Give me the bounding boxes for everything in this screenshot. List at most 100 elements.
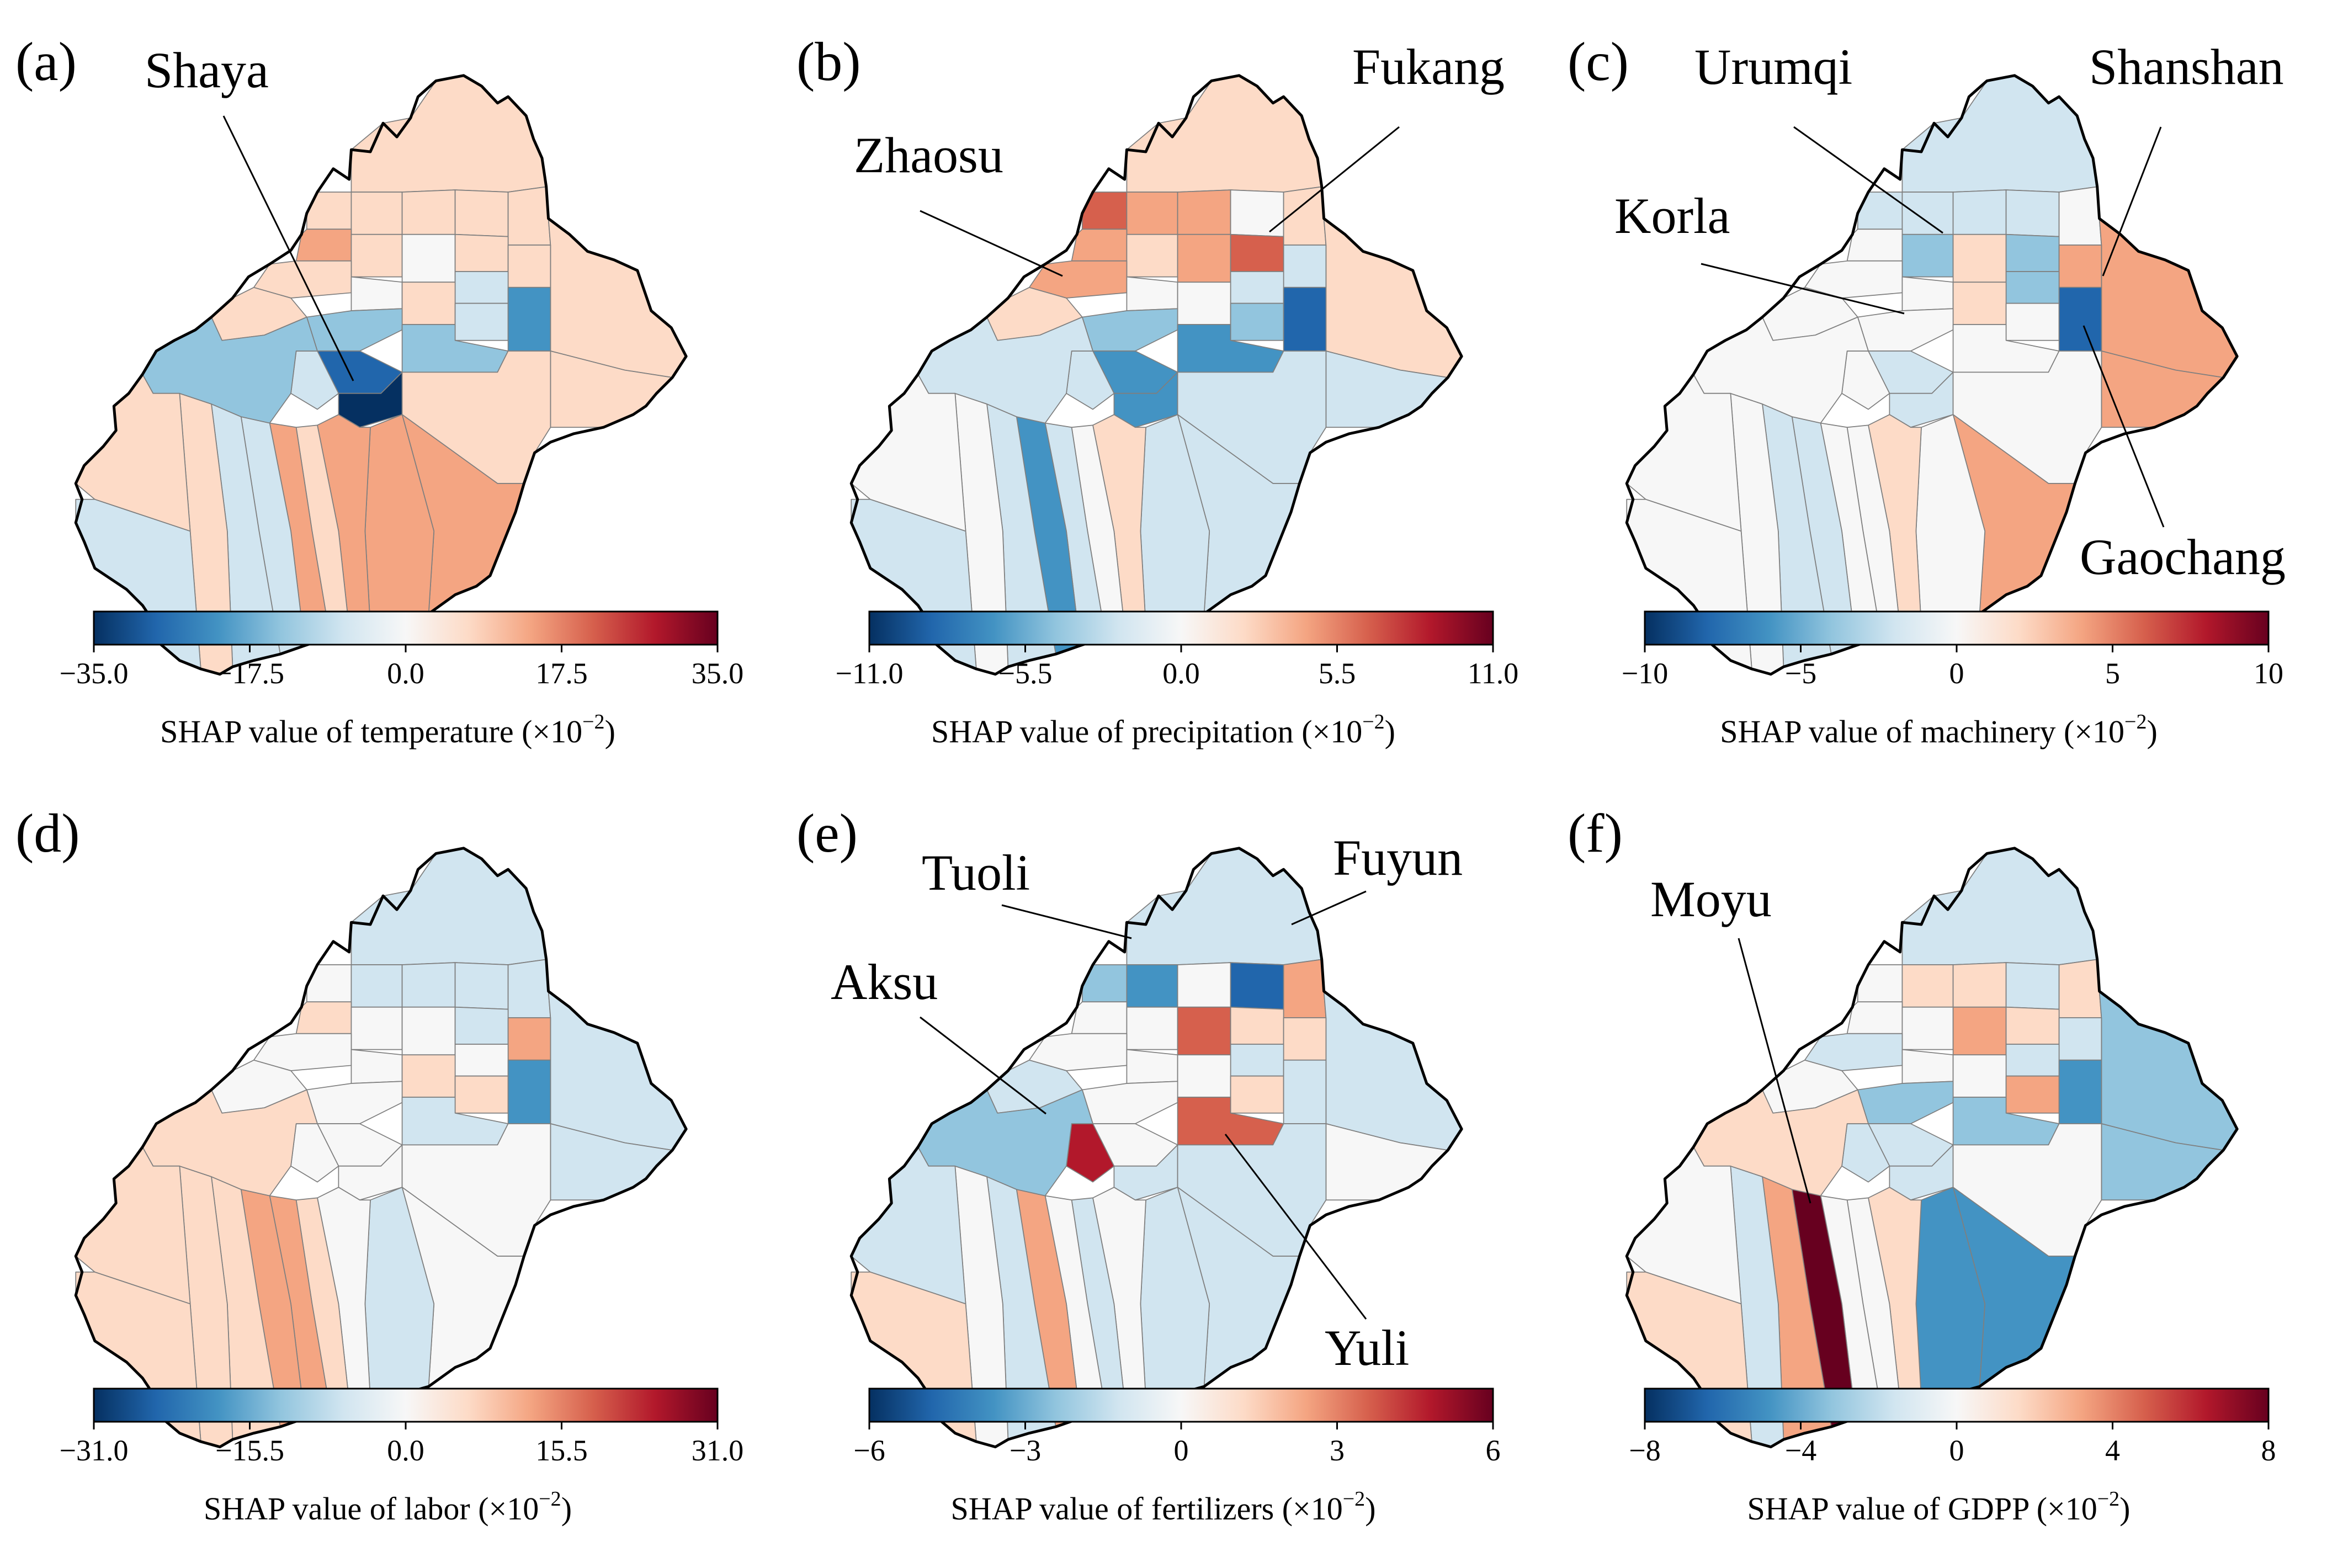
colorbar-tick-label: −4: [1785, 1434, 1816, 1467]
county-region: [350, 192, 403, 235]
colorbar: [1644, 610, 2270, 646]
county-region: [1126, 233, 1178, 278]
panel-label: (e): [796, 802, 858, 864]
county-region: [1126, 192, 1178, 235]
county-region: [1901, 192, 1954, 235]
colorbar-tick-label: −5: [1785, 657, 1816, 690]
county-region: [1901, 847, 2098, 965]
county-region: [1901, 233, 1954, 278]
leader-line: [2102, 126, 2162, 277]
colorbar-title: SHAP value of GDPP (×10−2): [1747, 1487, 2131, 1527]
county-region: [401, 1006, 456, 1056]
leader-line: [1291, 890, 1367, 926]
map-svg: −6 −3 0 3 6 Tuoli Fuyun Aksu Yuli: [831, 830, 1501, 1467]
county-region: [2005, 271, 2060, 304]
county-region: [350, 1006, 403, 1050]
county-region: [1177, 189, 1231, 235]
county-region: [1323, 218, 1463, 378]
colorbar-title: SHAP value of fertilizers (×10−2): [950, 1487, 1376, 1527]
county-region: [1901, 276, 1954, 311]
county-region: [1846, 1001, 1903, 1034]
place-name-label: Urumqi: [1694, 39, 1852, 95]
colorbar-tick-label: 0.0: [387, 1434, 424, 1467]
colorbar: [93, 610, 719, 646]
county-region: [1952, 1006, 2007, 1056]
county-region: [1126, 276, 1178, 311]
county-region: [507, 1059, 551, 1124]
map-panel-e: (e) −6 −3 0 3 6 Tuoli Fuyun Aksu Yuli SHAP value…: [775, 784, 1551, 1567]
colorbar-tick-label: 31.0: [692, 1434, 744, 1467]
panel-label: (b): [796, 31, 861, 92]
county-region: [1230, 302, 1284, 341]
county-region: [350, 276, 403, 311]
place-name-label: Fuyun: [1333, 830, 1463, 886]
province-outline: [849, 74, 1463, 676]
colorbar-tick-label: 8: [2261, 1434, 2276, 1467]
county-region: [1952, 189, 2007, 235]
province-map: [74, 74, 688, 676]
county-region: [1901, 1049, 1954, 1084]
county-region: [507, 244, 551, 288]
county-region: [454, 233, 509, 272]
county-region: [295, 228, 352, 262]
panel-label: (c): [1568, 31, 1629, 92]
county-region: [401, 233, 456, 283]
county-region: [2098, 218, 2238, 378]
county-region: [1283, 286, 1327, 352]
colorbar-tick-label: 17.5: [535, 657, 588, 690]
colorbar-tick-label: 5.5: [1319, 657, 1356, 690]
county-region: [1952, 1054, 2007, 1098]
leader-line: [920, 1016, 1046, 1115]
place-name-label: Aksu: [831, 954, 938, 1010]
county-region: [1952, 962, 2007, 1008]
county-region: [1177, 1006, 1231, 1056]
county-region: [350, 964, 403, 1008]
colorbar-tick-label: −11.0: [836, 657, 904, 690]
county-region: [2058, 286, 2102, 352]
province-map: [74, 847, 688, 1449]
county-region: [1177, 233, 1231, 283]
county-region: [2058, 959, 2102, 1018]
colorbar-tick-label: −3: [1010, 1434, 1041, 1467]
colorbar-tick-label: 4: [2105, 1434, 2120, 1467]
place-name-label: Moyu: [1650, 871, 1772, 927]
county-region: [1230, 1075, 1284, 1114]
county-region: [1230, 1006, 1284, 1045]
colorbar-tick-label: −31.0: [60, 1434, 129, 1467]
county-region: [1283, 244, 1327, 288]
county-region: [1323, 991, 1463, 1151]
place-name-label: Shaya: [145, 42, 269, 98]
county-region: [2058, 244, 2102, 288]
colorbar-tick-label: 0: [1949, 1434, 1964, 1467]
colorbar-tick-label: −35.0: [60, 657, 129, 690]
county-region: [454, 189, 509, 237]
colorbar-tick-label: 0: [1949, 657, 1964, 690]
county-region: [401, 1054, 456, 1098]
colorbar: [868, 1388, 1494, 1423]
county-region: [1952, 281, 2007, 325]
map-svg: −10 −5 0 5 10 Urumqi Shanshan Korla Gaochang: [1614, 39, 2286, 690]
county-region: [1901, 75, 2098, 193]
place-name-label: Korla: [1614, 188, 1730, 244]
colorbar-title: SHAP value of machinery (×10−2): [1720, 710, 2158, 750]
county-region: [350, 75, 547, 193]
county-region: [350, 847, 547, 965]
county-region: [1081, 1081, 1178, 1124]
county-region: [1230, 233, 1284, 272]
county-region: [1081, 308, 1178, 352]
county-region: [1071, 1001, 1128, 1034]
county-region: [1126, 1049, 1178, 1084]
leader-line: [1269, 126, 1400, 233]
map-svg: −35.0 −17.5 0.0 17.5 35.0 Shaya: [60, 42, 744, 690]
county-region: [1230, 962, 1284, 1010]
county-region: [454, 1075, 509, 1114]
county-region: [1177, 1054, 1231, 1098]
county-region: [1283, 1059, 1327, 1124]
county-region: [1846, 228, 1903, 262]
province-map: [1625, 74, 2239, 676]
county-region: [1283, 959, 1327, 1018]
county-region: [454, 271, 509, 304]
leader-line: [1001, 904, 1132, 939]
county-region: [507, 286, 551, 352]
colorbar-tick-label: 0.0: [387, 657, 424, 690]
